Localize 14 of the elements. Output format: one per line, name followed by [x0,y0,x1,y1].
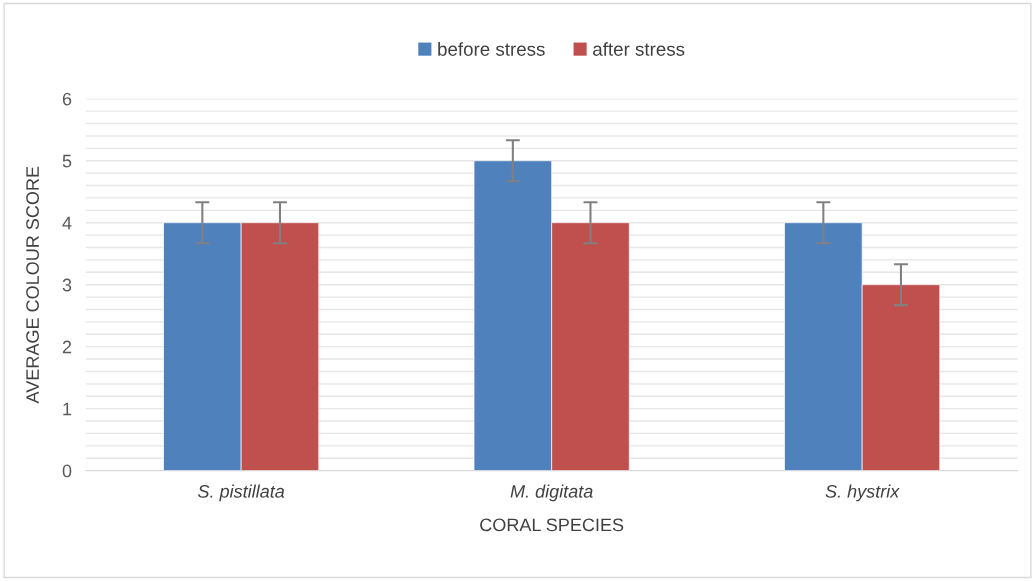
y-tick-label: 3 [62,278,72,292]
y-tick-label: 1 [63,402,72,416]
y-tick-label: 4 [62,216,72,230]
x-tick-label: M. digitata [510,484,593,502]
y-tick-label: 6 [62,92,72,106]
y-axis-title: AVERAGE COLOUR SCORE [26,166,39,404]
x-axis-title: CORAL SPECIES [480,518,624,532]
legend-label: before stress [438,42,545,56]
y-tick-label: 2 [62,340,72,354]
x-tick-label: S. hystrix [825,484,900,502]
y-tick-label: 5 [62,154,72,168]
legend-label: after stress [593,42,685,56]
x-tick-label: S. pistillata [198,484,285,502]
y-tick-label: 0 [62,464,72,478]
